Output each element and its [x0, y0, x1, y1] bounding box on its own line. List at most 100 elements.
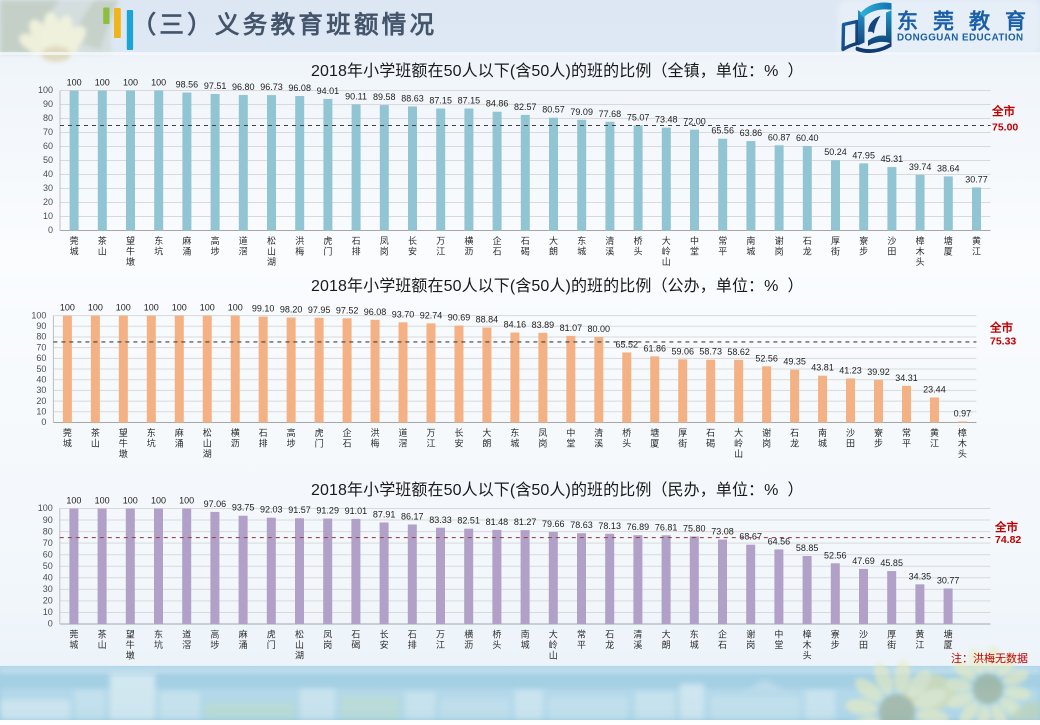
svg-text:30: 30: [43, 584, 53, 594]
svg-text:石龙: 石龙: [790, 428, 799, 448]
svg-text:塘厦: 塘厦: [944, 629, 953, 650]
svg-text:58.85: 58.85: [796, 543, 819, 553]
svg-text:麻涌: 麻涌: [175, 427, 184, 448]
svg-text:77.68: 77.68: [599, 109, 622, 119]
svg-text:96.73: 96.73: [260, 82, 283, 92]
svg-text:91.29: 91.29: [316, 506, 339, 516]
svg-text:81.48: 81.48: [486, 517, 509, 527]
svg-text:塘厦: 塘厦: [650, 427, 659, 448]
svg-text:虎门: 虎门: [323, 235, 332, 256]
svg-text:10: 10: [36, 407, 46, 417]
svg-text:清溪: 清溪: [594, 427, 603, 448]
svg-text:大岭山: 大岭山: [662, 235, 671, 267]
svg-text:99.10: 99.10: [252, 304, 275, 314]
svg-text:东城: 东城: [577, 235, 586, 256]
svg-text:10: 10: [43, 211, 53, 221]
svg-text:樟木头: 樟木头: [958, 427, 967, 459]
svg-text:道滘: 道滘: [182, 629, 191, 650]
svg-text:100: 100: [123, 496, 138, 506]
svg-text:92.03: 92.03: [260, 505, 283, 515]
svg-text:96.08: 96.08: [364, 307, 387, 317]
svg-text:100: 100: [179, 496, 194, 506]
svg-text:厚街: 厚街: [887, 630, 896, 650]
svg-text:东坑: 东坑: [147, 427, 156, 448]
svg-text:企石: 企石: [493, 235, 502, 256]
svg-text:63.86: 63.86: [740, 128, 763, 138]
svg-text:望牛墩: 望牛墩: [119, 427, 128, 459]
svg-text:59.06: 59.06: [671, 346, 694, 356]
svg-text:93.75: 93.75: [232, 503, 255, 513]
svg-text:樟木头: 樟木头: [803, 629, 812, 661]
svg-text:90.11: 90.11: [345, 91, 367, 101]
svg-text:47.95: 47.95: [852, 150, 875, 160]
svg-text:100: 100: [151, 496, 166, 506]
svg-text:97.95: 97.95: [308, 305, 331, 315]
svg-text:黄江: 黄江: [915, 629, 924, 650]
svg-text:90: 90: [43, 515, 53, 525]
svg-text:75.80: 75.80: [683, 523, 706, 533]
svg-text:长安: 长安: [454, 427, 463, 448]
svg-text:清溪: 清溪: [633, 629, 642, 650]
svg-text:80: 80: [43, 113, 53, 123]
svg-text:全市: 全市: [989, 320, 1013, 334]
svg-text:83.33: 83.33: [429, 515, 452, 525]
svg-text:74.82: 74.82: [995, 534, 1021, 546]
svg-text:清溪: 清溪: [605, 235, 614, 256]
svg-text:望牛墩: 望牛墩: [126, 235, 135, 267]
svg-text:东城: 东城: [690, 629, 699, 650]
svg-text:10: 10: [43, 607, 53, 617]
svg-text:谢岗: 谢岗: [762, 427, 771, 448]
svg-text:中堂: 中堂: [690, 235, 699, 256]
svg-text:30.77: 30.77: [937, 575, 960, 585]
svg-text:万江: 万江: [426, 428, 435, 448]
svg-text:61.86: 61.86: [643, 343, 666, 353]
svg-text:83.89: 83.89: [532, 320, 555, 330]
svg-text:52.56: 52.56: [824, 550, 847, 560]
svg-text:万江: 万江: [436, 236, 445, 256]
svg-text:注：洪梅无数据: 注：洪梅无数据: [951, 651, 1028, 665]
svg-text:60.40: 60.40: [796, 133, 819, 143]
svg-text:94.01: 94.01: [317, 86, 340, 96]
svg-text:20: 20: [43, 596, 53, 606]
svg-text:全市: 全市: [994, 520, 1018, 534]
svg-text:桥头: 桥头: [492, 629, 501, 650]
svg-text:松山湖: 松山湖: [267, 235, 276, 267]
svg-text:中堂: 中堂: [566, 427, 575, 448]
svg-text:0: 0: [48, 619, 53, 629]
svg-text:横沥: 横沥: [464, 235, 473, 256]
svg-text:70: 70: [43, 538, 53, 548]
svg-text:大朗: 大朗: [662, 629, 671, 650]
svg-text:40: 40: [43, 169, 53, 179]
svg-text:中堂: 中堂: [774, 629, 783, 650]
svg-text:企石: 企石: [718, 629, 727, 650]
svg-text:89.58: 89.58: [373, 92, 396, 102]
svg-text:84.16: 84.16: [504, 320, 527, 330]
svg-text:43.81: 43.81: [811, 363, 834, 373]
svg-text:76.81: 76.81: [655, 522, 678, 532]
svg-text:90: 90: [36, 321, 46, 331]
svg-text:75.00: 75.00: [992, 121, 1018, 133]
svg-text:100: 100: [60, 303, 75, 313]
svg-text:30: 30: [43, 183, 53, 193]
svg-text:70: 70: [36, 342, 46, 352]
svg-text:92.74: 92.74: [420, 310, 443, 320]
svg-text:南城: 南城: [818, 427, 827, 448]
svg-text:DONGGUAN EDUCATION: DONGGUAN EDUCATION: [897, 33, 1024, 44]
svg-text:97.06: 97.06: [204, 499, 227, 509]
svg-text:石龙: 石龙: [605, 630, 614, 650]
svg-text:南城: 南城: [521, 629, 530, 650]
svg-text:（三）义务教育班额情况: （三）义务教育班额情况: [132, 10, 438, 39]
svg-text:100: 100: [151, 78, 166, 88]
svg-text:30: 30: [36, 385, 46, 395]
svg-text:40: 40: [36, 374, 46, 384]
svg-text:34.31: 34.31: [895, 373, 918, 383]
svg-text:2018年小学班额在50人以下(含50人)的班的比例（公办，: 2018年小学班额在50人以下(含50人)的班的比例（公办，单位：% ）: [311, 277, 804, 295]
svg-text:20: 20: [43, 197, 53, 207]
svg-text:常平: 常平: [577, 629, 586, 650]
svg-text:高埗: 高埗: [211, 235, 220, 256]
svg-text:81.07: 81.07: [560, 323, 583, 333]
svg-text:沙田: 沙田: [859, 630, 868, 650]
svg-text:2018年小学班额在50人以下(含50人)的班的比例（全镇，: 2018年小学班额在50人以下(含50人)的班的比例（全镇，单位：% ）: [311, 62, 804, 80]
svg-text:73.08: 73.08: [711, 527, 734, 537]
svg-text:长安: 长安: [380, 629, 389, 650]
